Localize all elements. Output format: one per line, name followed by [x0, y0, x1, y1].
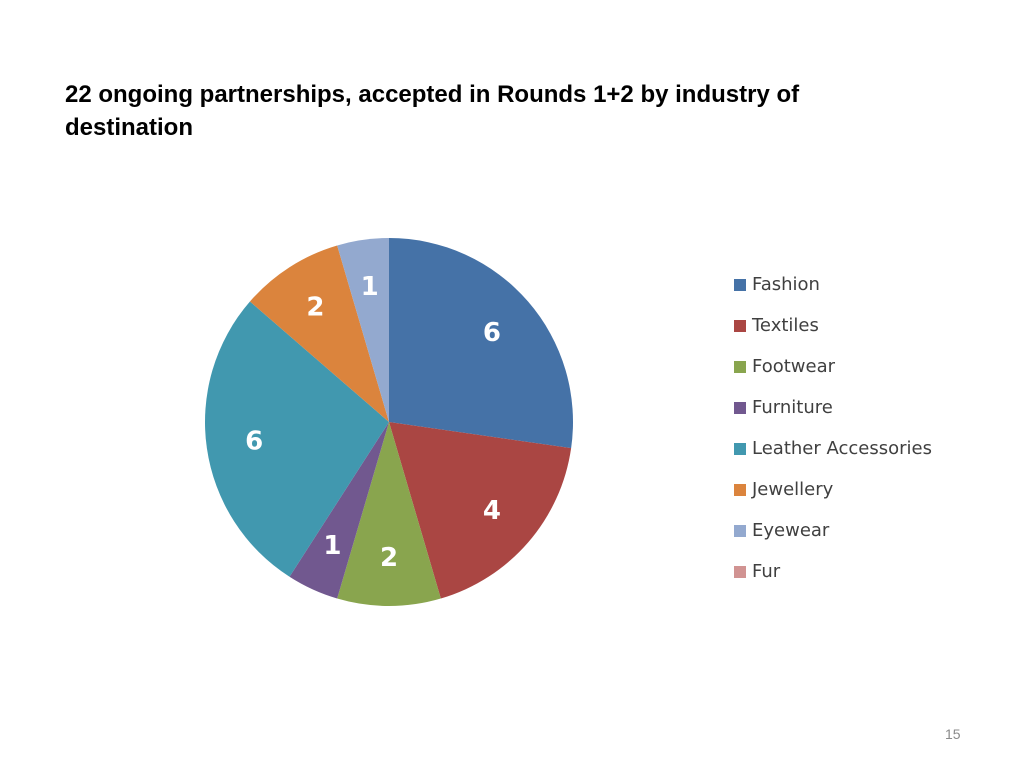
legend-swatch	[734, 278, 746, 291]
legend-item-jewellery: Jewellery	[734, 469, 932, 510]
legend-label: Footwear	[752, 356, 836, 377]
legend-label: Fur	[752, 561, 781, 582]
data-label-footwear: 2	[380, 543, 398, 573]
pie-slice-fashion	[389, 238, 573, 449]
legend-item-fur: Fur	[734, 551, 932, 592]
legend-swatch	[734, 565, 746, 578]
data-label-leather-accessories: 6	[245, 426, 263, 456]
legend-label: Jewellery	[752, 479, 834, 500]
legend-label: Furniture	[752, 397, 833, 418]
slide-title: 22 ongoing partnerships, accepted in Rou…	[65, 81, 800, 141]
pie-slice-furniture	[289, 422, 389, 599]
pie-slice-footwear	[337, 422, 441, 606]
legend-swatch	[734, 401, 746, 414]
pie-slice-eyewear	[337, 238, 389, 422]
data-label-eyewear: 1	[361, 272, 379, 302]
legend-swatch	[734, 483, 746, 496]
data-label-jewellery: 2	[306, 292, 324, 322]
legend-item-footwear: Footwear	[734, 346, 932, 387]
pie-slice-leather-accessories	[205, 301, 389, 577]
pie-slice-textiles	[389, 422, 572, 599]
legend-label: Leather Accessories	[752, 438, 932, 459]
legend-item-fashion: Fashion	[734, 264, 932, 305]
legend-swatch	[734, 524, 746, 537]
legend-swatch	[734, 319, 746, 332]
legend-item-eyewear: Eyewear	[734, 510, 932, 551]
pie-slice-jewellery	[249, 245, 389, 422]
page-number: 15	[945, 726, 961, 742]
legend-item-textiles: Textiles	[734, 305, 932, 346]
legend-label: Textiles	[752, 315, 819, 336]
data-label-textiles: 4	[483, 496, 501, 526]
legend-item-leather-accessories: Leather Accessories	[734, 428, 932, 469]
data-label-fashion: 6	[483, 318, 501, 348]
legend-label: Eyewear	[752, 520, 830, 541]
legend-item-furniture: Furniture	[734, 387, 932, 428]
legend-swatch	[734, 360, 746, 373]
legend-label: Fashion	[752, 274, 820, 295]
chart-legend: Fashion Textiles Footwear Furniture Leather …	[734, 264, 932, 592]
legend-swatch	[734, 442, 746, 455]
data-label-furniture: 1	[323, 531, 341, 561]
